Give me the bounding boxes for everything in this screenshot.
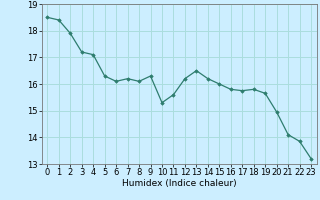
X-axis label: Humidex (Indice chaleur): Humidex (Indice chaleur): [122, 179, 236, 188]
